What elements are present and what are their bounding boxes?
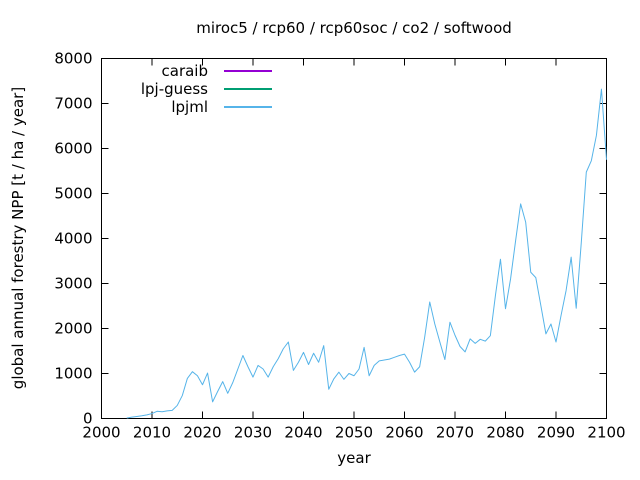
y-axis-label: global annual forestry NPP [t / ha / yea… [9,86,27,390]
legend-item-caraib: caraib [101,62,272,80]
data-line-lpjml [126,88,607,419]
legend-label-lpjml: lpjml [171,98,208,116]
svg-text:2050: 2050 [335,424,373,442]
legend-label-lpj-guess: lpj-guess [140,80,208,98]
y-axis-ticks [101,58,607,419]
svg-text:5000: 5000 [54,185,92,203]
svg-text:2000: 2000 [54,320,92,338]
legend: caraib lpj-guess lpjml [101,62,272,116]
svg-text:4000: 4000 [54,230,92,248]
x-axis-ticks [101,58,607,419]
svg-text:2020: 2020 [183,424,221,442]
svg-text:2060: 2060 [385,424,423,442]
svg-text:2000: 2000 [82,424,120,442]
legend-item-lpj-guess: lpj-guess [101,80,272,98]
x-axis-tick-labels: 2000 2010 2020 2030 2040 2050 2060 2070 2080 2090… [82,424,625,442]
svg-text:2010: 2010 [133,424,171,442]
svg-text:2080: 2080 [486,424,524,442]
svg-text:0: 0 [83,410,93,428]
svg-text:2090: 2090 [537,424,575,442]
svg-text:8000: 8000 [54,50,92,68]
y-axis-tick-labels: 0 1000 2000 3000 4000 5000 6000 7000 8000 [54,50,92,428]
legend-line-sample-lpj-guess [224,88,272,90]
x-axis-label: year [337,449,371,467]
svg-text:6000: 6000 [54,140,92,158]
svg-text:7000: 7000 [54,95,92,113]
legend-line-sample-lpjml [224,106,272,108]
legend-label-caraib: caraib [161,62,209,80]
legend-line-sample-caraib [224,70,272,72]
svg-text:3000: 3000 [54,275,92,293]
svg-text:2070: 2070 [436,424,474,442]
legend-item-lpjml: lpjml [101,98,272,116]
svg-text:2030: 2030 [234,424,272,442]
chart-title: miroc5 / rcp60 / rcp60soc / co2 / softwo… [196,19,512,37]
svg-text:1000: 1000 [54,365,92,383]
svg-text:2040: 2040 [284,424,322,442]
svg-text:2100: 2100 [587,424,625,442]
